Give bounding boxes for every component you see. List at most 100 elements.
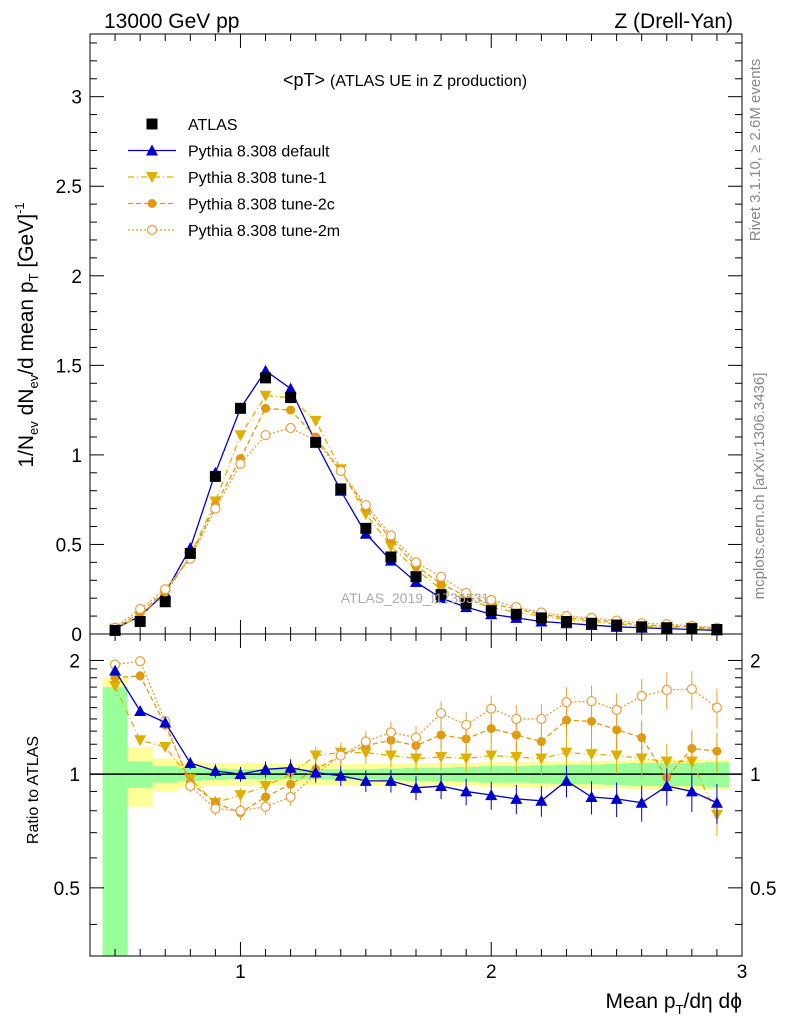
legend-label: Pythia 8.308 tune-2m xyxy=(188,223,340,240)
ratio-pythia-8-308-default-point xyxy=(134,704,147,716)
ratio-pythia-8-308-tune-2m-point xyxy=(611,704,622,715)
ratio-pythia-8-308-tune-2c-point xyxy=(637,733,647,743)
ratio-pythia-8-308-tune-2m-point xyxy=(410,732,422,743)
main-y-tick-label: 1.5 xyxy=(56,356,82,377)
ratio-pythia-8-308-tune-2m-point xyxy=(711,702,723,713)
atlas-point xyxy=(611,619,623,631)
ratio-pythia-8-308-tune-2m-point xyxy=(185,780,196,792)
ratio-pythia-8-308-default-point xyxy=(334,769,347,781)
ratio-pythia-8-308-tune-2c-point xyxy=(587,716,597,726)
pythia-8-308-tune-2m-point xyxy=(435,571,447,582)
ratio-pythia-8-308-tune-1-point xyxy=(560,747,573,759)
legend-marker xyxy=(146,144,158,156)
ratio-pythia-8-308-tune-2m-point xyxy=(210,803,221,814)
ratio-pythia-8-308-default-point xyxy=(510,792,523,804)
ratio-pythia-8-308-tune-2m-point xyxy=(285,791,296,803)
ratio-pythia-8-308-tune-2c-point xyxy=(536,737,546,747)
main-y-tick-label: 2.5 xyxy=(56,177,82,198)
rivet-version-label: Rivet 3.1.10, ≥ 2.6M events xyxy=(747,59,764,242)
pythia-8-308-tune-2m-point xyxy=(486,594,497,606)
process-label: Z (Drell-Yan) xyxy=(614,10,733,33)
pythia-8-308-tune-1-point xyxy=(309,415,322,427)
legend-item-atlas: ATLAS xyxy=(146,117,238,134)
ratio-pythia-8-308-tune-2m-point xyxy=(511,713,522,725)
atlas-point xyxy=(360,522,372,534)
ratio-pythia-8-308-default-point xyxy=(309,766,322,778)
ratio-uncertainty-bands xyxy=(102,677,730,956)
ratio-pythia-8-308-tune-2m-point xyxy=(260,801,271,812)
ratio-pythia-8-308-default-point xyxy=(209,764,222,776)
ratio-pythia-8-308-default-point xyxy=(259,763,272,775)
atlas-point xyxy=(184,547,196,559)
main-y-tick-label: 0.5 xyxy=(56,535,82,556)
main-y-axis: 0 0.5 1 1.5 2 2.5 3 xyxy=(56,42,742,646)
pythia-8-308-tune-2m-point xyxy=(285,422,296,434)
ratio-pythia-8-308-tune-2m-point xyxy=(561,697,572,708)
atlas-point xyxy=(134,615,146,627)
ratio-pythia-8-308-tune-2c-point xyxy=(286,779,296,789)
pythia-8-308-default-point xyxy=(284,382,297,394)
ratio-pythia-8-308-default-point xyxy=(635,796,648,808)
ratio-pythia-8-308-tune-1-point xyxy=(510,752,523,764)
pythia-8-308-tune-2m-point xyxy=(160,584,171,595)
atlas-point xyxy=(209,470,221,482)
atlas-point xyxy=(460,598,472,610)
ratio-pythia-8-308-tune-2m-point xyxy=(360,736,371,747)
plot-title: <pT> (ATLAS UE in Z production) xyxy=(283,70,527,90)
collision-energy-label: 13000 GeV pp xyxy=(104,10,239,33)
atlas-point xyxy=(586,617,598,629)
ratio-pythia-8-308-default-point xyxy=(610,792,623,804)
ratio-pythia-8-308-tune-2m-point xyxy=(486,703,497,714)
legend-marker xyxy=(147,199,157,208)
ratio-y-axis: 0.5 0.5 1 1 2 2 xyxy=(54,651,776,925)
ratio-pythia-8-308-tune-1-point xyxy=(234,790,247,802)
atlas-point xyxy=(636,621,648,633)
pythia-8-308-tune-2m-point xyxy=(385,530,397,541)
main-y-tick-label: 0 xyxy=(71,625,82,646)
ratio-series-layer xyxy=(109,656,723,837)
ratio-pythia-8-308-tune-2c-point xyxy=(612,725,622,735)
ratio-pythia-8-308-tune-1-point xyxy=(159,741,172,753)
ratio-pythia-8-308-tune-2m-point xyxy=(586,696,597,707)
ratio-pythia-8-308-default-point xyxy=(685,785,698,797)
ratio-y-tick-label-right: 1 xyxy=(750,765,761,786)
legend-marker xyxy=(146,224,158,236)
ratio-pythia-8-308-tune-2c-point xyxy=(261,792,271,802)
ratio-pythia-8-308-default-point xyxy=(585,790,598,802)
ratio-pythia-8-308-tune-1-point xyxy=(259,781,272,793)
ratio-pythia-8-308-tune-2c-point xyxy=(561,715,571,725)
main-y-tick-label: 3 xyxy=(71,88,82,109)
pythia-8-308-tune-2m-point xyxy=(135,603,146,615)
ratio-pythia-8-308-tune-2m-point xyxy=(385,727,397,738)
pythia-8-308-tune-2m-point xyxy=(360,499,371,511)
atlas-point xyxy=(260,372,272,384)
main-y-tick-label: 1 xyxy=(71,446,82,467)
ratio-y-axis-label: Ratio to ATLAS xyxy=(25,736,42,844)
ratio-pythia-8-308-tune-2c-point xyxy=(486,724,496,734)
ratio-y-tick-label: 0.5 xyxy=(54,879,80,900)
ratio-pythia-8-308-tune-1-series xyxy=(109,681,723,837)
analysis-watermark: ATLAS_2019_I1736531 xyxy=(341,590,490,606)
ratio-pythia-8-308-tune-2m-point xyxy=(435,708,447,719)
ratio-pythia-8-308-default-point xyxy=(485,789,498,801)
atlas-point xyxy=(234,402,246,414)
x-axis-label: Mean pT/dη dϕ xyxy=(606,990,742,1017)
ratio-pythia-8-308-tune-1-point xyxy=(410,753,422,765)
plot-title-sub: (ATLAS UE in Z production) xyxy=(330,73,527,90)
ratio-y-tick-label: 1 xyxy=(69,765,80,786)
pythia-8-308-tune-2c-point xyxy=(286,405,296,415)
pythia-8-308-tune-2c-point xyxy=(261,403,271,413)
legend: ATLAS Pythia 8.308 default Pythia 8.308 tu… xyxy=(128,117,340,240)
atlas-point xyxy=(385,551,397,563)
ratio-y-tick-label-right: 0.5 xyxy=(750,879,776,900)
pythia-8-308-tune-2m-point xyxy=(210,503,221,514)
ratio-pythia-8-308-default-series xyxy=(109,664,723,824)
ratio-pythia-8-308-tune-2m-point xyxy=(235,805,246,816)
legend-marker xyxy=(146,172,158,183)
ratio-pythia-8-308-tune-1-point xyxy=(435,752,448,764)
ratio-pythia-8-308-tune-1-point xyxy=(585,749,598,761)
ratio-pythia-8-308-tune-1-point xyxy=(109,681,122,693)
ratio-pythia-8-308-tune-1-point xyxy=(460,753,473,765)
legend-item-pythia-8-308-tune-2c: Pythia 8.308 tune-2c xyxy=(128,197,335,214)
x-tick-label: 3 xyxy=(737,962,748,983)
